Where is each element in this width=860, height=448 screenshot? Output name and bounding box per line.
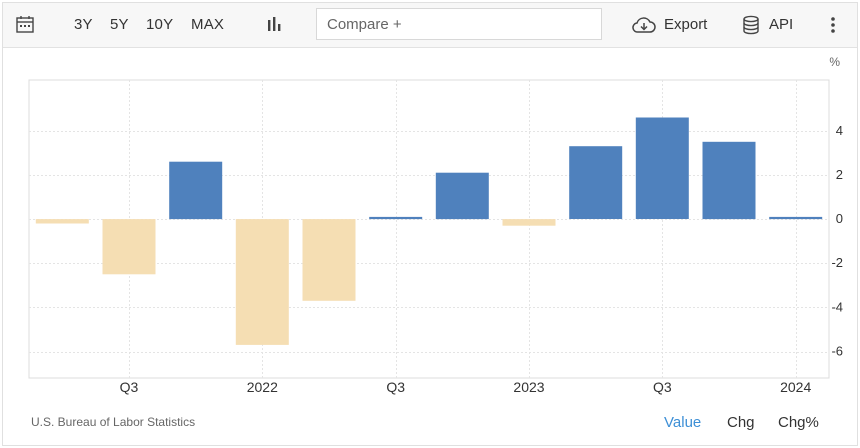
y-unit-label: % (829, 55, 840, 69)
y-tick-label: 4 (836, 123, 843, 138)
chart-bar[interactable] (502, 219, 556, 226)
x-tick-label: Q3 (653, 379, 672, 395)
chart-bar[interactable] (635, 117, 689, 220)
range-max-button[interactable]: MAX (191, 16, 225, 33)
source-label: U.S. Bureau of Labor Statistics (31, 415, 196, 429)
x-tick-label: 2022 (247, 379, 278, 395)
bar-chart-icon[interactable] (265, 15, 283, 33)
plot-area-border (28, 79, 830, 379)
y-tick-label: -6 (831, 344, 843, 359)
chart-toolbar: 3Y 5Y 10Y MAX Export (3, 3, 857, 48)
range-10y-button[interactable]: 10Y (146, 16, 174, 33)
range-3y-button[interactable]: 3Y (74, 16, 93, 33)
export-button[interactable]: Export (664, 16, 708, 33)
compare-input[interactable] (316, 8, 602, 40)
chart-bar[interactable] (702, 141, 756, 220)
tab-chg-percent[interactable]: Chg% (778, 414, 819, 431)
x-tick-label: Q3 (386, 379, 405, 395)
chart-bar[interactable] (569, 146, 623, 219)
chart-bar[interactable] (102, 219, 156, 275)
y-tick-label: -2 (831, 255, 843, 270)
y-tick-label: 0 (836, 211, 843, 226)
api-button[interactable]: API (769, 16, 794, 33)
cloud-download-icon[interactable] (631, 14, 657, 36)
x-tick-label: 2023 (513, 379, 544, 395)
chart-bar[interactable] (302, 219, 356, 301)
chart-bar[interactable] (769, 216, 823, 220)
x-tick-label: 2024 (780, 379, 811, 395)
database-icon[interactable] (741, 14, 761, 36)
range-5y-button[interactable]: 5Y (110, 16, 129, 33)
y-tick-label: 2 (836, 167, 843, 182)
chart-bar[interactable] (369, 216, 423, 220)
calendar-icon[interactable] (14, 13, 36, 35)
chart-bar[interactable] (35, 219, 89, 224)
chart-bar[interactable] (235, 219, 289, 345)
chart-bar[interactable] (169, 161, 223, 220)
chart-bar[interactable] (435, 172, 489, 220)
tab-chg[interactable]: Chg (727, 414, 755, 431)
y-tick-label: -4 (831, 299, 843, 314)
tab-value[interactable]: Value (664, 414, 702, 431)
x-tick-label: Q3 (120, 379, 139, 395)
more-vertical-icon[interactable] (828, 15, 838, 35)
